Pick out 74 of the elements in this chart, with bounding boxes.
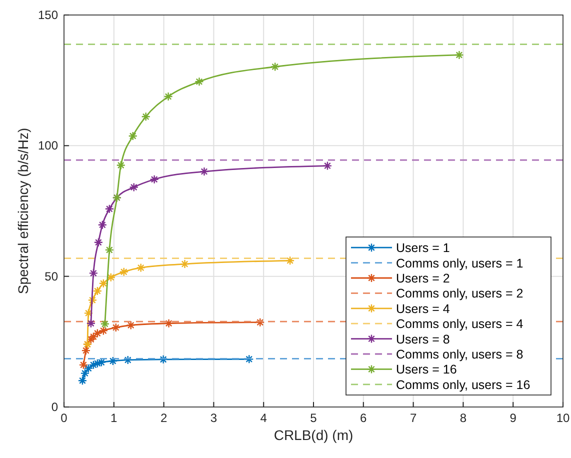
x-tick-label: 3 — [210, 411, 218, 425]
y-tick-label: 50 — [44, 269, 58, 284]
point — [100, 319, 110, 328]
point — [123, 355, 132, 365]
point — [78, 360, 88, 370]
point — [86, 318, 96, 328]
legend-label: Users = 16 — [396, 362, 457, 377]
point — [111, 322, 120, 332]
point — [270, 62, 280, 72]
point — [129, 182, 138, 192]
point — [150, 174, 159, 184]
y-tick-label: 0 — [51, 400, 58, 414]
legend-label: Comms only, users = 16 — [396, 378, 530, 392]
point — [158, 354, 168, 364]
point — [104, 245, 114, 255]
point — [454, 50, 464, 60]
x-tick-label: 5 — [310, 411, 318, 425]
x-tick-label: 7 — [410, 411, 417, 425]
x-tick-label: 0 — [60, 411, 68, 425]
point — [128, 131, 138, 141]
point — [108, 356, 118, 366]
point — [80, 368, 90, 378]
x-tick-label: 2 — [160, 411, 168, 425]
point — [78, 376, 88, 386]
point — [94, 238, 104, 247]
point — [98, 326, 108, 336]
x-axis-title: CRLB(d) (m) — [274, 427, 354, 443]
point — [84, 364, 94, 373]
point — [119, 267, 128, 276]
point — [84, 308, 94, 318]
point — [92, 328, 102, 338]
point — [164, 318, 174, 328]
point — [116, 160, 126, 170]
point — [141, 112, 150, 122]
legend-label: Users = 2 — [396, 272, 450, 286]
point — [136, 263, 146, 272]
point — [126, 320, 136, 330]
point — [98, 220, 108, 230]
point — [86, 334, 96, 344]
point — [88, 296, 98, 305]
x-tick-label: 10 — [556, 411, 570, 425]
legend-label: Comms only, users = 2 — [396, 286, 524, 301]
point — [98, 278, 108, 288]
point — [244, 354, 254, 364]
y-axis-title: Spectral efficiency (b/s/Hz) — [15, 128, 31, 294]
point — [92, 286, 102, 296]
point — [104, 204, 114, 214]
point — [164, 92, 173, 102]
x-tick-label: 1 — [110, 411, 118, 425]
legend-label: Comms only, users = 1 — [396, 256, 524, 270]
point — [88, 360, 98, 370]
y-tick-label: 100 — [38, 138, 58, 153]
point — [92, 358, 102, 368]
point — [106, 272, 116, 282]
point — [88, 268, 98, 278]
point — [81, 346, 91, 356]
point — [322, 161, 332, 170]
legend-label: Users = 4 — [396, 302, 450, 316]
point — [285, 256, 295, 266]
x-tick-label: 4 — [260, 411, 268, 425]
x-tick-label: 9 — [510, 411, 517, 425]
legend-label: Comms only, users = 4 — [396, 317, 524, 332]
x-tick-label: 8 — [460, 411, 467, 425]
y-tick-label: 150 — [38, 8, 58, 22]
point — [194, 77, 204, 86]
legend-label: Users = 1 — [396, 241, 450, 256]
x-tick-label: 6 — [360, 411, 368, 425]
point — [200, 166, 209, 176]
point — [180, 259, 190, 269]
point — [88, 332, 98, 342]
legend-label: Comms only, users = 8 — [396, 348, 524, 362]
point — [96, 358, 106, 367]
point — [256, 318, 265, 327]
legend-label: Users = 8 — [396, 332, 450, 346]
